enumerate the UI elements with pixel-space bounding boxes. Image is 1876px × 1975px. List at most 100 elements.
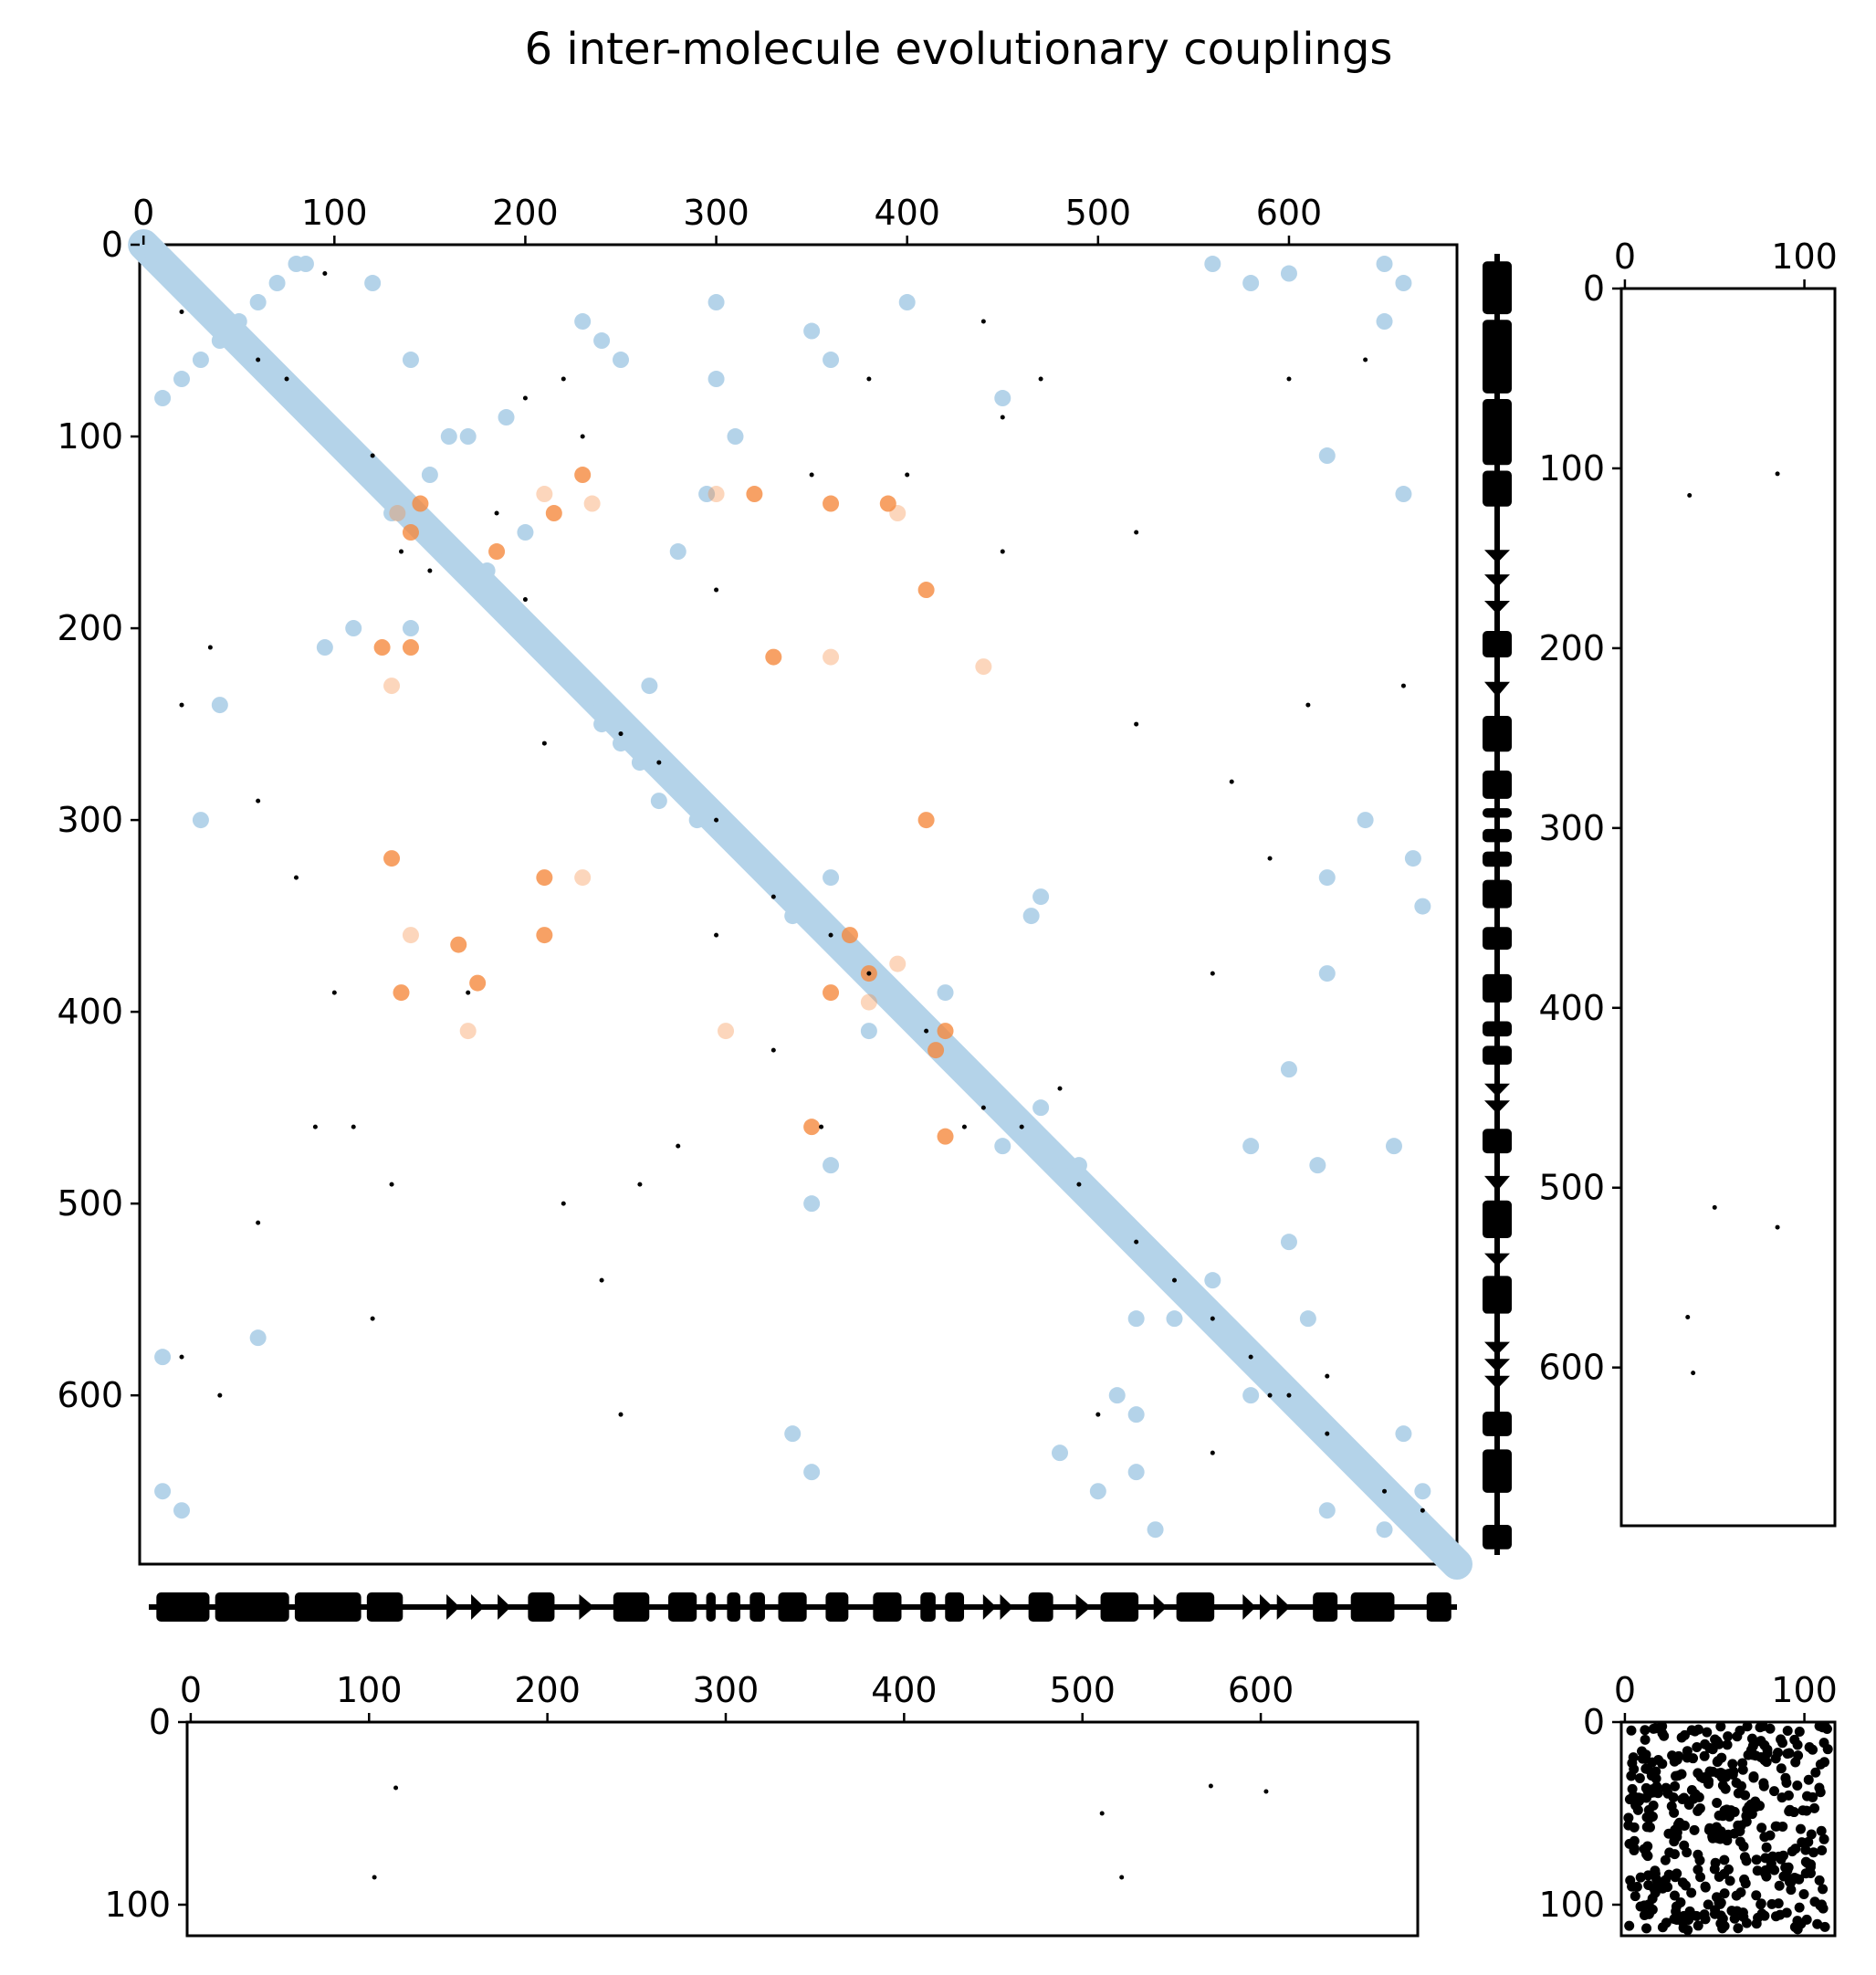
- strand-element: [1075, 1594, 1092, 1620]
- strand-element: [982, 1594, 997, 1620]
- ec-point: [1687, 492, 1693, 498]
- ec-point: [1670, 1781, 1681, 1791]
- structure-contact-point: [192, 352, 209, 369]
- strand-element: [446, 1594, 460, 1620]
- inter-contact-point: [583, 495, 601, 512]
- structure-contact-point: [402, 620, 419, 637]
- ec-point: [1683, 1800, 1694, 1811]
- ec-point: [1689, 1824, 1700, 1835]
- structure-contact-point: [1147, 1521, 1164, 1539]
- ec-point: [1686, 1887, 1697, 1898]
- right-ec-points: [1685, 471, 1780, 1376]
- x-tick-label: 0: [1614, 1670, 1636, 1710]
- secondary-structure-bottom: [149, 1592, 1457, 1622]
- ec-points-layer: [179, 271, 1425, 1513]
- ec-point: [522, 597, 528, 603]
- structure-contact-point: [440, 428, 457, 446]
- helix-element: [1483, 1276, 1512, 1314]
- ec-point: [1774, 1880, 1785, 1891]
- ec-point: [1669, 1914, 1680, 1925]
- ec-point: [1709, 1864, 1720, 1875]
- strand-element: [498, 1594, 511, 1620]
- structure-contact-point: [173, 371, 191, 388]
- ec-point: [1694, 1854, 1705, 1865]
- inter-contact-point: [536, 869, 553, 887]
- structure-contact-point: [1318, 1502, 1336, 1519]
- structure-contact-point: [517, 524, 534, 541]
- structure-contact-point: [746, 850, 763, 867]
- structure-contact-point: [459, 428, 477, 446]
- inter-contact-point: [928, 1042, 945, 1059]
- structure-contact-point: [1032, 1099, 1050, 1117]
- ec-point: [1636, 1746, 1647, 1757]
- helix-element: [613, 1592, 650, 1622]
- ec-point: [1722, 1804, 1733, 1815]
- small-plot-frame: [1619, 1720, 1837, 1938]
- helix-element: [825, 1592, 849, 1622]
- ec-point: [1752, 1865, 1763, 1876]
- structure-contact-point: [1395, 275, 1412, 292]
- ec-point: [1661, 1917, 1672, 1928]
- helix-element: [1483, 1045, 1512, 1066]
- helix-element: [1483, 828, 1512, 843]
- ec-point: [1819, 1921, 1830, 1932]
- inter-contact-point: [917, 812, 935, 829]
- structure-contact-point: [383, 505, 401, 522]
- right-x-axis: 0 100: [1614, 236, 1838, 289]
- bottom-y-axis: 0 100: [104, 1702, 187, 1925]
- ec-point: [1719, 1854, 1730, 1865]
- ec-point: [1700, 1739, 1711, 1749]
- structure-contact-point: [1204, 256, 1221, 273]
- ec-point: [1635, 1901, 1646, 1912]
- ec-point: [1740, 1790, 1751, 1801]
- ec-point: [1648, 1723, 1659, 1734]
- ec-point: [1263, 1789, 1269, 1794]
- bottom-x-axis: 0 100 200 300 400 500 600: [180, 1670, 1294, 1722]
- ec-point: [1726, 1906, 1737, 1917]
- inter-contact-point: [412, 495, 429, 512]
- structure-contact-point: [154, 1483, 172, 1500]
- x-tick-label: 0: [1614, 236, 1636, 277]
- ec-point: [676, 1143, 681, 1149]
- ec-point: [1761, 1757, 1772, 1768]
- y-tick-label: 0: [1583, 1702, 1605, 1742]
- structure-contact-point: [440, 543, 457, 561]
- helix-element: [1483, 808, 1512, 818]
- inter-contact-point: [879, 495, 896, 512]
- ec-point: [1662, 1788, 1673, 1799]
- ec-point: [1766, 1858, 1776, 1869]
- x-tick-label: 100: [1771, 1670, 1838, 1710]
- strand-element: [1484, 1341, 1510, 1356]
- x-tick-label: 100: [1771, 236, 1838, 277]
- structure-contact-point: [421, 467, 438, 484]
- ec-point: [618, 1412, 624, 1417]
- inter-contact-point: [389, 505, 406, 522]
- ec-point: [1759, 1832, 1770, 1843]
- ec-point: [1777, 1850, 1788, 1861]
- ec-point: [1783, 1862, 1794, 1873]
- ec-point: [1801, 1914, 1812, 1925]
- ec-point: [522, 395, 528, 401]
- structure-contact-point: [1395, 1425, 1412, 1443]
- ec-point: [1795, 1823, 1806, 1834]
- x-tick-label: 600: [1256, 193, 1323, 233]
- ec-point: [1722, 1739, 1733, 1750]
- structure-contact-point: [1357, 1464, 1374, 1481]
- structure-contact-point: [1052, 1444, 1069, 1462]
- ec-point: [1775, 1224, 1780, 1230]
- ec-point: [1797, 1837, 1808, 1848]
- ec-point: [1821, 1723, 1832, 1734]
- strand-element: [1484, 574, 1510, 588]
- strand-element: [1484, 1083, 1510, 1098]
- structure-contact-point: [784, 908, 802, 925]
- y-tick-label: 500: [1538, 1168, 1605, 1208]
- y-tick-label: 0: [149, 1702, 171, 1742]
- ec-point: [1735, 1887, 1746, 1898]
- structure-contact-point: [574, 313, 592, 331]
- structure-contact-point: [803, 322, 821, 340]
- ec-point: [1789, 1734, 1800, 1745]
- strand-element: [1484, 1175, 1510, 1192]
- second-protein-panel: 0 100 0 100 200 300 400 500 600: [1538, 236, 1838, 1528]
- ec-point: [1629, 1822, 1640, 1833]
- ec-point: [1382, 1488, 1388, 1494]
